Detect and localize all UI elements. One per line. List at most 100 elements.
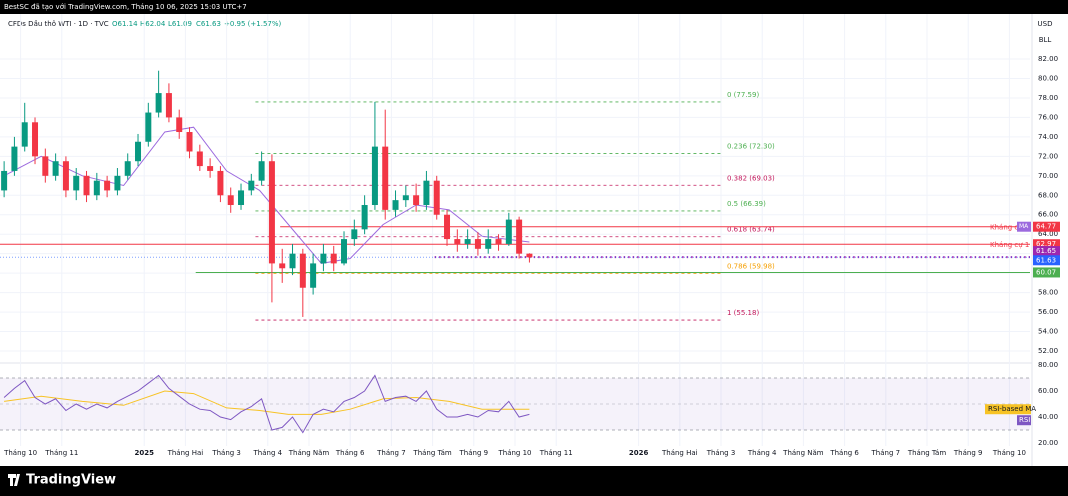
y-tick-label: 56.00 [1038, 308, 1058, 316]
currency: USD [1038, 20, 1053, 28]
line-label: Kháng c [990, 224, 1018, 232]
candle-body [382, 146, 389, 210]
rsi-line [3, 374, 530, 434]
y-tick-label: 52.00 [1038, 347, 1058, 355]
candle-body [495, 239, 502, 244]
y-tick-label: 76.00 [1038, 113, 1058, 121]
symbol: CFDs Dầu thô WTI · 1D · TVC [8, 20, 109, 28]
candle-body [238, 190, 245, 206]
y-tick-label: 74.00 [1038, 133, 1058, 141]
fib-label: 0.236 (72.30) [727, 142, 775, 150]
candle-body [485, 239, 492, 249]
fib-label: 0.786 (59.98) [727, 262, 775, 270]
bottom-bar [0, 466, 1068, 496]
x-tick-label: Tháng 4 [253, 449, 283, 457]
x-tick-label: Tháng 3 [706, 449, 736, 457]
candle-body [1, 170, 8, 191]
x-tick-label: Tháng Năm [288, 449, 330, 457]
x-tick-label: Tháng Hai [167, 449, 204, 457]
candle-body [11, 146, 18, 171]
price-tag-bg [1033, 239, 1060, 250]
rsi-band-fill [0, 378, 1030, 431]
ohlc-value: C61.63 [196, 20, 221, 28]
x-tick-label: Tháng 6 [335, 449, 365, 457]
candle-body [114, 175, 121, 191]
unit: BLL [1039, 36, 1052, 44]
candle-body [52, 161, 59, 176]
candle-body [392, 200, 399, 210]
fib-label: 0.5 (66.39) [727, 200, 766, 208]
candle-body [176, 117, 183, 133]
candle-body [371, 146, 378, 206]
candle-body [454, 239, 461, 244]
y-tick-label: 72.00 [1038, 152, 1058, 160]
rsi-tag: RSI [1019, 416, 1030, 424]
x-tick-label: Tháng Năm [782, 449, 824, 457]
price-tag: 64.77 [1036, 223, 1056, 231]
top-bar [0, 0, 1068, 14]
candle-body [320, 253, 327, 264]
x-tick-label: Tháng 9 [953, 449, 983, 457]
ohlc-value: L61.09 [168, 20, 192, 28]
candle-body [423, 180, 430, 206]
x-tick-label: Tháng 11 [539, 449, 573, 457]
line-label: Kháng cự 1 [990, 241, 1029, 249]
y-tick-label: 68.00 [1038, 191, 1058, 199]
x-tick-label: Tháng Hai [661, 449, 698, 457]
candle-body [227, 195, 234, 206]
candle-body [310, 263, 317, 288]
price-tag: 60.07 [1036, 268, 1056, 276]
ma-tag: MA [1019, 223, 1029, 230]
x-tick-label: Tháng 10 [992, 449, 1026, 457]
candle-body [299, 253, 306, 288]
rsi-tick-label: 80.00 [1038, 361, 1058, 369]
x-tick-label: Tháng 10 [497, 449, 531, 457]
y-tick-label: 66.00 [1038, 211, 1058, 219]
candle-body [279, 263, 286, 269]
candle-body [464, 239, 471, 244]
candle-body [186, 132, 193, 152]
rsi-ma-line [4, 390, 530, 415]
candle-body [104, 180, 111, 191]
candle-body [145, 112, 152, 142]
credit: BestSC đã tạo với TradingView.com, Tháng… [4, 3, 247, 11]
candle-body [330, 253, 337, 264]
y-tick-label: 64.00 [1038, 230, 1058, 238]
candle-body [268, 161, 275, 264]
candle-body [135, 141, 142, 162]
y-tick-label: 78.00 [1038, 94, 1058, 102]
candle-body [361, 205, 368, 230]
candle-body [83, 175, 90, 196]
candle-body [341, 239, 348, 264]
candle-body [42, 156, 49, 176]
x-tick-label: Tháng Tám [412, 449, 452, 457]
candle-body [155, 93, 162, 113]
fib-label: 0 (77.59) [727, 91, 759, 99]
fib-label: 0.618 (63.74) [727, 226, 775, 234]
y-tick-label: 54.00 [1038, 328, 1058, 336]
candle-body [73, 175, 80, 191]
logo-icon [8, 474, 20, 486]
x-tick-label: 2026 [629, 449, 649, 457]
price-tag: 61.63 [1036, 256, 1056, 264]
x-tick-label: Tháng 11 [44, 449, 78, 457]
candle-body [289, 253, 296, 269]
candle-body [248, 180, 255, 191]
x-tick-label: Tháng 6 [829, 449, 859, 457]
candle-body [433, 180, 440, 215]
rsi-tag-bg [1017, 415, 1031, 426]
candle-body [207, 166, 214, 171]
candle-body [124, 161, 131, 176]
candle-body [217, 170, 224, 196]
candle-body [21, 122, 28, 147]
ohlc-value: O61.14 [112, 20, 138, 28]
price-tag-bg [1033, 267, 1060, 278]
price-tag-bg [1033, 255, 1060, 266]
rsi-ma-tag-bg [985, 404, 1031, 415]
candle-body [258, 161, 265, 181]
x-tick-label: Tháng 3 [211, 449, 241, 457]
rsi-ma-tag: RSI-based MA [988, 405, 1036, 413]
rsi-tick-label: 60.00 [1038, 387, 1058, 395]
rsi-tick-label: 40.00 [1038, 413, 1058, 421]
